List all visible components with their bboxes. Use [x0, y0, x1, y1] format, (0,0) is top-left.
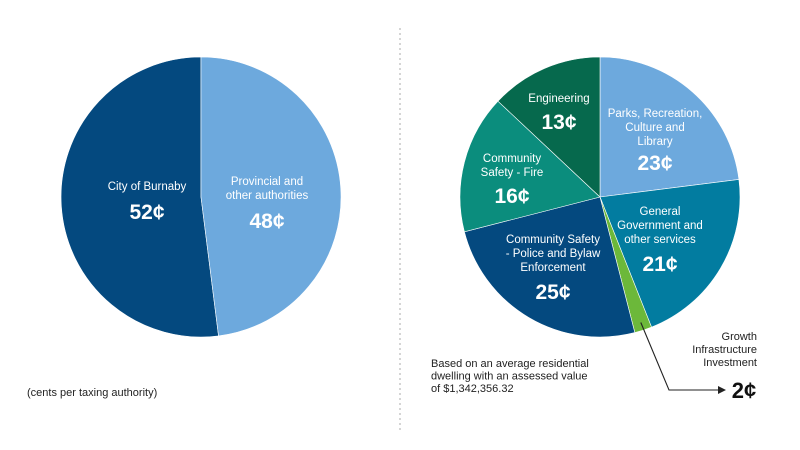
slice-value-engineering: 13¢	[541, 111, 576, 134]
notes: (cents per taxing authority) Based on an …	[27, 358, 589, 399]
slice-value-general-government-and-other-services: 21¢	[642, 253, 677, 276]
slice-label-community-safety-police-and-bylaw-enforcement: Community Safety - Police and Bylaw Enforc…	[506, 234, 601, 274]
slice-label-city-of-burnaby: City of Burnaby	[108, 181, 187, 193]
slice-city-of-burnaby	[60, 56, 219, 338]
slice-value-parks-recreation-culture-and-library: 23¢	[637, 152, 672, 175]
slice-value-provincial-and-other-authorities: 48¢	[249, 210, 284, 233]
slice-value-community-safety-fire: 16¢	[494, 185, 529, 208]
slice-label-engineering: Engineering	[528, 93, 589, 105]
assessment-note: Based on an average residential dwelling …	[431, 358, 589, 395]
authority-pie: City of Burnaby 52¢ Provincial and other au…	[60, 56, 342, 338]
slice-label-parks-recreation-culture-and-library: Parks, Recreation, Culture and Library	[608, 108, 703, 148]
slice-engineering	[497, 56, 601, 198]
slice-label-provincial-and-other-authorities: Provincial and other authorities	[226, 176, 309, 202]
city-services-pie: Parks, Recreation, Culture and Library 23¢ G…	[459, 56, 757, 403]
slice-label-community-safety-fire: Community Safety - Fire	[481, 153, 544, 179]
slice-general-government-and-other-services	[599, 179, 741, 328]
callout-line-growth-infrastructure-investment	[640, 322, 718, 391]
slice-label-growth-infrastructure-investment: Growth Infrastructure Investment	[692, 331, 757, 369]
slice-provincial-and-other-authorities	[200, 56, 342, 337]
callout-arrow	[718, 386, 726, 394]
slice-community-safety-police-and-bylaw-enforcement	[464, 196, 636, 338]
units-note: (cents per taxing authority)	[27, 387, 157, 399]
slice-value-city-of-burnaby: 52¢	[129, 201, 164, 224]
slice-community-safety-fire	[459, 100, 601, 233]
slice-value-community-safety-police-and-bylaw-enforcement: 25¢	[535, 281, 570, 304]
slice-label-general-government-and-other-services: General Government and other services	[617, 206, 703, 246]
slice-parks-recreation-culture-and-library	[599, 56, 740, 198]
slice-value-growth-infrastructure-investment: 2¢	[732, 378, 756, 403]
